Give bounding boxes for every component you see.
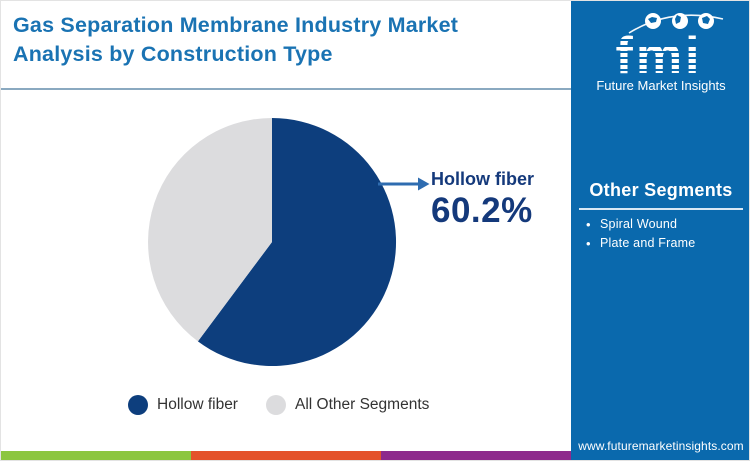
website-link[interactable]: www.futuremarketinsights.com xyxy=(578,439,744,453)
other-segments-list: Spiral Wound Plate and Frame xyxy=(583,215,747,253)
logo-tagline: Future Market Insights xyxy=(596,78,726,93)
stripe-green xyxy=(1,451,191,460)
legend-item-all-other-segments: All Other Segments xyxy=(265,395,430,415)
callout-arrow-icon xyxy=(378,177,430,191)
legend-label-hollow-fiber: Hollow fiber xyxy=(157,396,238,413)
fmi-logo: fmi Future Market Insights xyxy=(596,13,726,93)
title-divider xyxy=(1,88,571,90)
pie-chart xyxy=(148,118,430,367)
brand-stripe xyxy=(1,451,571,460)
callout-label: Hollow fiber xyxy=(431,169,534,189)
pie-slice-all-other-segments xyxy=(148,118,272,342)
legend: Hollow fiber All Other Segments xyxy=(128,395,429,415)
legend-item-hollow-fiber: Hollow fiber xyxy=(128,395,238,415)
pie-slice-hollow-fiber xyxy=(197,118,397,367)
sidebar-heading-rule xyxy=(579,208,743,210)
logo-brand-text: fmi xyxy=(616,27,703,85)
brand-sidebar: fmi Future Market Insights Other Segment… xyxy=(571,1,749,460)
legend-label-all-other-segments: All Other Segments xyxy=(294,396,430,413)
list-item-spiral-wound: Spiral Wound xyxy=(583,215,747,234)
page-title: Gas Separation Membrane Industry Market … xyxy=(13,13,459,66)
pie-callout: Hollow fiber 60.2% xyxy=(431,169,534,231)
stripe-purple xyxy=(381,451,571,460)
chart-area: Gas Separation Membrane Industry Market … xyxy=(1,1,571,460)
list-item-plate-and-frame: Plate and Frame xyxy=(583,234,747,253)
legend-swatch-all-other-segments xyxy=(265,395,286,415)
callout-value: 60.2% xyxy=(431,191,533,230)
stripe-orange xyxy=(191,451,381,460)
logo-globe-icons xyxy=(645,13,714,29)
legend-swatch-hollow-fiber xyxy=(128,395,148,415)
other-segments-heading: Other Segments xyxy=(589,180,733,200)
